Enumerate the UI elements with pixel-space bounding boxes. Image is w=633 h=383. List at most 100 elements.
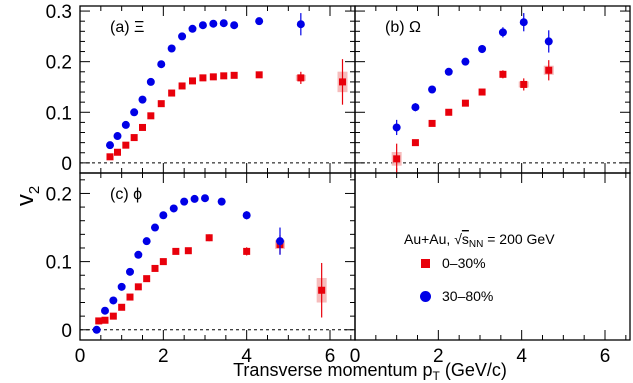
- x-tick-label: 6: [600, 346, 611, 367]
- data-point-square: [339, 78, 346, 86]
- y-tick-label: 0.3: [46, 2, 72, 23]
- y-tick-label: 0: [61, 321, 72, 342]
- data-point-circle: [159, 211, 168, 220]
- data-point-circle: [117, 282, 126, 291]
- data-point-square: [220, 72, 228, 80]
- data-point-circle: [151, 223, 159, 232]
- data-point-square: [428, 119, 436, 127]
- data-point-circle: [217, 197, 226, 206]
- data-point-square: [499, 70, 507, 78]
- legend-marker-peripheral: [420, 291, 431, 302]
- panel-4: [354, 172, 631, 341]
- x-tick-label: 0: [75, 346, 86, 367]
- data-point-circle: [134, 250, 143, 259]
- data-point-square: [126, 293, 134, 301]
- data-point-circle: [130, 108, 139, 117]
- data-point-circle: [180, 197, 189, 206]
- data-point-circle: [167, 44, 176, 53]
- data-point-square: [106, 153, 114, 161]
- data-point-square: [545, 66, 553, 74]
- panel-label: (b) Ω: [385, 19, 421, 36]
- data-point-circle: [498, 28, 507, 37]
- data-point-square: [199, 74, 207, 82]
- data-point-circle: [101, 306, 109, 315]
- data-point-circle: [219, 19, 228, 28]
- data-point-circle: [544, 37, 553, 46]
- data-point-square: [168, 89, 176, 97]
- data-point-circle: [519, 18, 528, 27]
- data-point-square: [230, 71, 238, 79]
- data-point-circle: [178, 32, 187, 41]
- data-point-circle: [146, 77, 155, 86]
- data-point-square: [118, 303, 126, 311]
- y-tick-label: 0: [61, 154, 72, 175]
- data-point-circle: [113, 132, 122, 141]
- data-point-square: [122, 141, 130, 149]
- data-point-circle: [428, 85, 437, 94]
- x-tick-label: 6: [325, 346, 336, 367]
- x-tick-label: 4: [516, 346, 527, 367]
- x-tick-label: 4: [241, 346, 252, 367]
- x-tick-label: 0: [350, 346, 361, 367]
- data-point-square: [297, 74, 305, 82]
- data-point-circle: [190, 194, 199, 203]
- data-point-square: [461, 99, 469, 107]
- panel-1: 0 0.1 0.2 0.3 (a) Ξ: [46, 2, 356, 175]
- data-point-square: [243, 247, 251, 255]
- data-point-circle: [392, 123, 401, 132]
- data-point-circle: [276, 237, 284, 246]
- data-point-circle: [444, 67, 453, 76]
- data-point-square: [134, 283, 142, 291]
- data-point-square: [520, 80, 528, 88]
- y-tick-label: 0.2: [46, 53, 72, 74]
- data-point-circle: [242, 211, 251, 220]
- x-axis-title: Transverse momentum pT (GeV/c): [233, 360, 507, 383]
- y-tick-label: 0.1: [46, 103, 72, 124]
- x-tick-label: 2: [158, 346, 169, 367]
- data-point-square: [255, 71, 263, 79]
- panel-2: (b) Ω: [354, 5, 631, 175]
- data-point-circle: [142, 237, 151, 246]
- data-point-square: [184, 247, 192, 255]
- data-point-circle: [461, 57, 470, 66]
- y-tick-label: 0.2: [46, 184, 72, 205]
- data-point-circle: [126, 267, 134, 276]
- y-tick-label: 0.1: [46, 253, 72, 274]
- legend-label-peripheral: 30–80%: [442, 288, 493, 304]
- data-point-square: [411, 139, 419, 147]
- y-axis-title: v2: [12, 186, 43, 206]
- data-point-square: [178, 82, 186, 90]
- data-point-circle: [209, 19, 218, 28]
- data-point-circle: [109, 296, 118, 305]
- panels-layer: 00.10.20.3(a) Ξ (b) Ω00.10.2 (c) ϕ0 2 4 6 0 2 4 6: [46, 2, 631, 367]
- data-point-square: [205, 234, 213, 242]
- data-point-circle: [121, 120, 130, 129]
- data-point-circle: [106, 141, 114, 150]
- data-point-circle: [201, 194, 209, 203]
- data-point-square: [189, 77, 196, 85]
- data-point-circle: [255, 17, 264, 26]
- data-point-circle: [157, 60, 166, 69]
- data-point-circle: [411, 103, 420, 112]
- x-tick-label: 2: [433, 346, 444, 367]
- data-point-circle: [230, 21, 239, 30]
- panel-label: (a) Ξ: [110, 19, 144, 36]
- legend-marker-central: [421, 259, 430, 268]
- data-point-square: [445, 108, 453, 116]
- data-point-square: [151, 264, 159, 272]
- data-point-circle: [198, 21, 207, 30]
- data-point-square: [109, 312, 117, 320]
- data-point-circle: [92, 325, 101, 334]
- legend: Au+Au, √sNN = 200 GeV 0–30% 30–80%: [404, 231, 555, 304]
- data-point-circle: [169, 204, 178, 213]
- data-point-square: [157, 100, 165, 108]
- data-point-square: [101, 316, 109, 324]
- data-point-square: [478, 88, 486, 96]
- legend-collision-system: Au+Au, √sNN = 200 GeV: [404, 231, 555, 250]
- data-point-circle: [138, 95, 147, 104]
- panel-3: 0 0.1 0.2 (c) ϕ: [46, 172, 356, 342]
- data-point-square: [209, 73, 217, 81]
- data-point-square: [95, 317, 103, 325]
- panel-frame: [354, 172, 631, 341]
- data-point-circle: [188, 24, 197, 33]
